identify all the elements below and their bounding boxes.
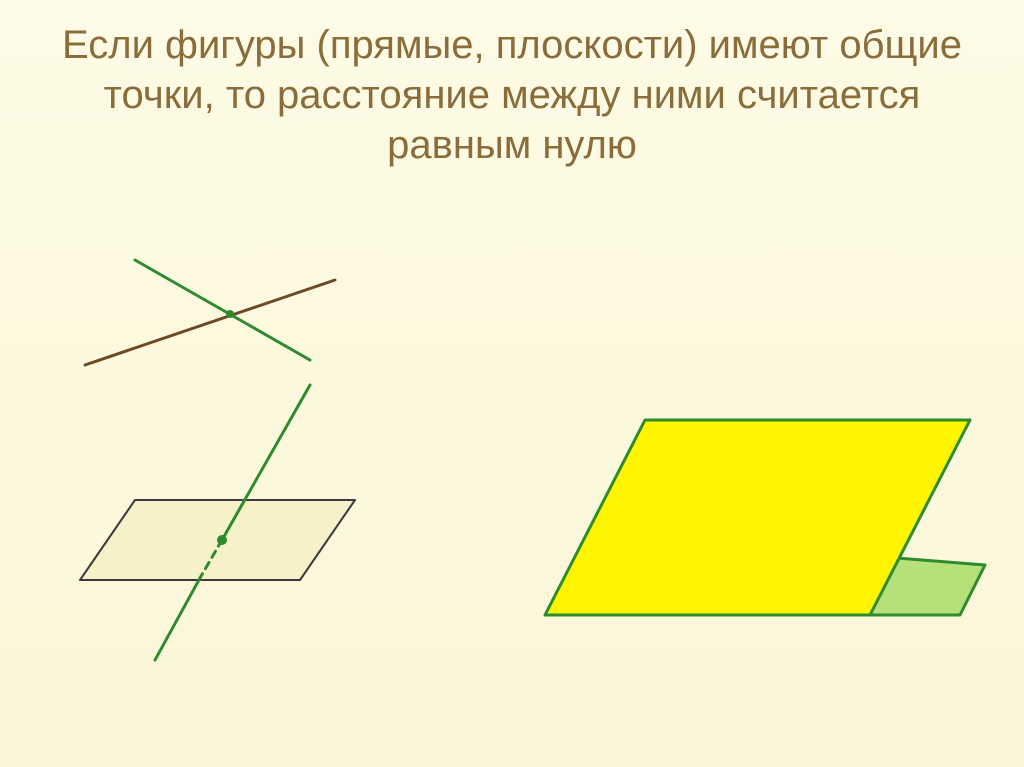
crossing-line-2: [135, 260, 310, 360]
slide: Если фигуры (прямые, плоскости) имеют об…: [0, 0, 1024, 767]
line-plane-segment-bottom: [155, 578, 200, 660]
line-plane-intersection-point: [217, 535, 227, 545]
crossing-point: [226, 310, 234, 318]
diagram-canvas: [0, 0, 1024, 767]
